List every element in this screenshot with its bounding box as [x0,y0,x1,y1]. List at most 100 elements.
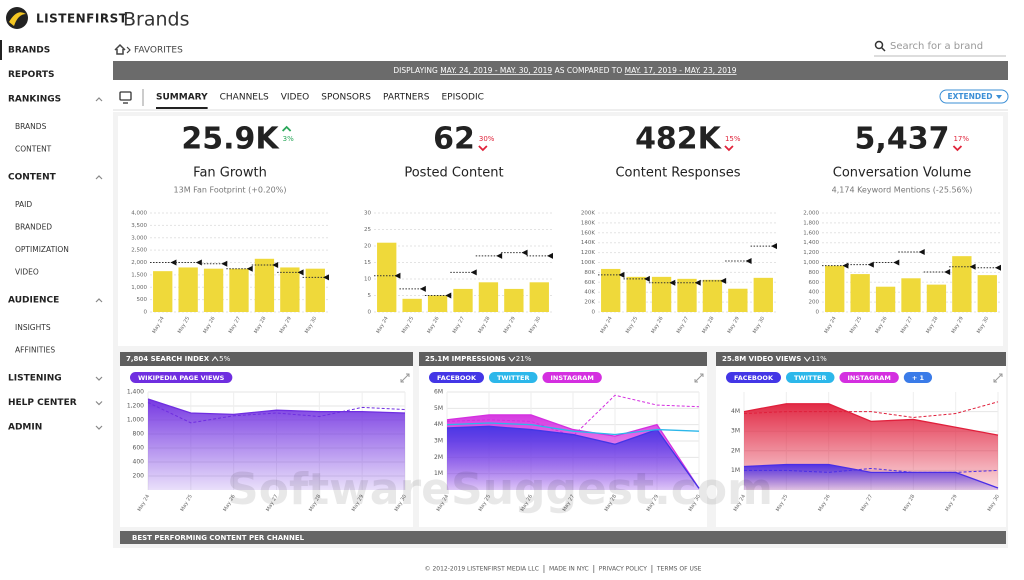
legend-label[interactable]: FACEBOOK [734,374,774,382]
nav-subitem[interactable]: PAID [15,200,32,209]
logo-text[interactable]: LISTENFIRST [36,12,128,26]
nav-chevron [95,175,103,180]
nav-item[interactable]: CONTENT [8,173,57,183]
nav-subitem[interactable]: OPTIMIZATION [15,245,69,254]
nav-item[interactable]: ADMIN [8,423,42,433]
view-button[interactable] [939,89,1009,104]
legend-chip[interactable] [488,372,538,383]
breadcrumb[interactable]: FAVORITES [134,46,183,56]
y-tick-label: 100K [581,260,595,266]
y-tick-label: 1,400 [127,389,144,396]
tab[interactable]: CHANNELS [220,93,269,103]
nav-subitem[interactable]: BRANDED [15,223,52,232]
footer-item[interactable]: MADE IN NYC [549,566,589,573]
panel-header [419,352,707,366]
previous-marker [771,243,777,250]
previous-marker [694,279,701,286]
nav-subitem[interactable]: INSIGHTS [15,323,51,332]
previous-marker [720,277,727,284]
search-input[interactable]: Search for a brand [890,41,983,52]
kpi-change: 15% [725,135,741,143]
banner-range[interactable]: MAY. 24, 2019 - MAY. 30, 2019 [440,66,552,75]
legend-chip[interactable] [542,372,602,383]
nav-subitem[interactable]: AFFINITIES [15,346,55,355]
expand-icon[interactable] [400,373,410,383]
bar [850,274,870,312]
kpi-change: 17% [953,135,969,143]
y-tick-label: 3M [731,428,740,435]
legend-chip[interactable] [785,372,835,383]
expand-icon[interactable] [694,373,704,383]
y-tick-label: 3M [434,438,443,445]
bar [702,279,723,312]
page-title: Brands [123,9,190,31]
banner-compare-range[interactable]: MAY. 17, 2019 - MAY. 23, 2019 [625,66,737,75]
legend-label[interactable]: TWITTER [497,374,529,382]
tab[interactable]: EPISODIC [441,93,483,103]
y-tick-label: 400 [133,459,145,466]
kpi-change: 30% [479,135,495,143]
nav-item[interactable]: AUDIENCE [8,296,59,306]
legend-chip[interactable] [726,372,781,383]
y-tick-label: 60K [584,280,595,286]
nav-item[interactable]: RANKINGS [8,95,61,105]
bar [178,267,198,312]
legend-label[interactable]: INSTAGRAM [847,374,890,382]
legend-chip[interactable] [839,372,899,383]
y-tick-label: 1,400 [803,240,819,246]
y-tick-label: 20 [364,244,371,250]
legend-chip[interactable] [429,372,484,383]
nav-subitem[interactable]: VIDEO [15,268,39,277]
previous-marker [521,249,528,256]
y-tick-label: 600 [133,445,145,452]
nav-item[interactable]: REPORTS [8,70,54,80]
home-icon[interactable] [114,43,126,55]
nav-item[interactable]: BRANDS [8,46,50,56]
expand-icon[interactable] [993,373,1003,383]
nav-chevron [95,376,103,381]
area [148,399,405,490]
y-tick-label: 80K [584,270,595,276]
view-button-label[interactable]: EXTENDED [948,92,993,101]
panel-title: 25.1M IMPRESSIONS [425,355,506,363]
footer-item[interactable]: TERMS OF USE [656,566,702,573]
previous-line [446,394,700,437]
nav-subitem[interactable]: BRANDS [15,122,47,131]
y-tick-label: 120K [581,250,595,256]
change-arrow [281,125,292,132]
nav-item[interactable]: LISTENING [8,374,62,384]
y-tick-label: 15 [364,260,371,266]
bar [504,288,524,312]
previous-marker [445,292,452,299]
legend-label[interactable]: INSTAGRAM [550,374,593,382]
legend-chip[interactable] [903,372,933,383]
panel-header [716,352,1006,366]
bar [254,258,275,312]
footer-item[interactable]: PRIVACY POLICY [599,566,647,573]
device-icon[interactable] [119,91,132,101]
nav-subitem[interactable]: CONTENT [15,145,52,154]
panel-header [120,352,413,366]
y-tick-label: 800 [133,431,145,438]
bar [153,271,173,312]
date-banner [113,61,1008,80]
y-tick-label: 180K [581,220,595,226]
legend-label[interactable]: WIKIPEDIA PAGE VIEWS [138,374,225,382]
tab[interactable]: SUMMARY [156,93,208,103]
legend-label[interactable]: TWITTER [794,374,826,382]
kpi-sub: 4,174 Keyword Mentions (-25.56%) [832,186,973,195]
nav-chevron [95,97,103,102]
legend-label[interactable]: FACEBOOK [437,374,477,382]
legend-chip[interactable] [130,372,233,383]
nav-chevron [95,401,103,406]
panel-change: 5% [219,355,230,363]
bar [926,284,947,312]
nav-item[interactable]: HELP CENTER [8,398,77,408]
bar [478,282,499,312]
nav-chevron [95,425,103,430]
tab[interactable]: VIDEO [281,93,310,103]
legend-label[interactable]: + 1 [912,374,925,382]
tab[interactable]: SPONSORS [321,93,371,103]
tab[interactable]: PARTNERS [383,93,430,103]
previous-marker [893,259,900,266]
